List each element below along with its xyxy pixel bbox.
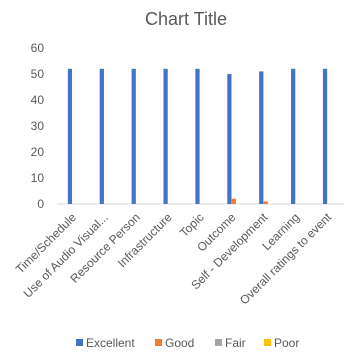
bar-excellent-5	[227, 74, 232, 204]
y-tick-label: 50	[31, 67, 45, 81]
legend-label-good: Good	[165, 336, 194, 350]
y-tick-label: 10	[31, 171, 45, 185]
legend-label-excellent: Excellent	[86, 336, 135, 350]
bar-excellent-1	[99, 68, 104, 204]
bar-excellent-2	[131, 68, 136, 204]
bars-group	[67, 68, 328, 205]
y-tick-label: 40	[31, 93, 45, 107]
bar-excellent-3	[163, 68, 168, 204]
legend-swatch-poor	[264, 339, 271, 346]
bar-excellent-8	[322, 68, 328, 204]
legend-label-fair: Fair	[225, 336, 246, 350]
bar-good-5	[231, 198, 236, 204]
y-tick-label: 20	[31, 145, 45, 159]
legend-swatch-good	[155, 339, 162, 346]
legend: Excellent Good Fair Poor	[76, 336, 299, 350]
y-tick-label: 30	[31, 119, 45, 133]
bar-excellent-0	[67, 68, 73, 204]
legend-label-poor: Poor	[274, 336, 299, 350]
y-tick-label: 0	[37, 197, 44, 211]
y-axis: 0 10 20 30 40 50 60	[31, 41, 45, 211]
bar-excellent-4	[195, 68, 200, 204]
chart-title: Chart Title	[145, 9, 227, 29]
legend-swatch-excellent	[76, 339, 83, 346]
bar-excellent-6	[259, 71, 264, 205]
bar-excellent-7	[291, 68, 296, 204]
bar-good-6	[263, 201, 268, 204]
y-tick-label: 60	[31, 41, 45, 55]
legend-swatch-fair	[215, 339, 222, 346]
